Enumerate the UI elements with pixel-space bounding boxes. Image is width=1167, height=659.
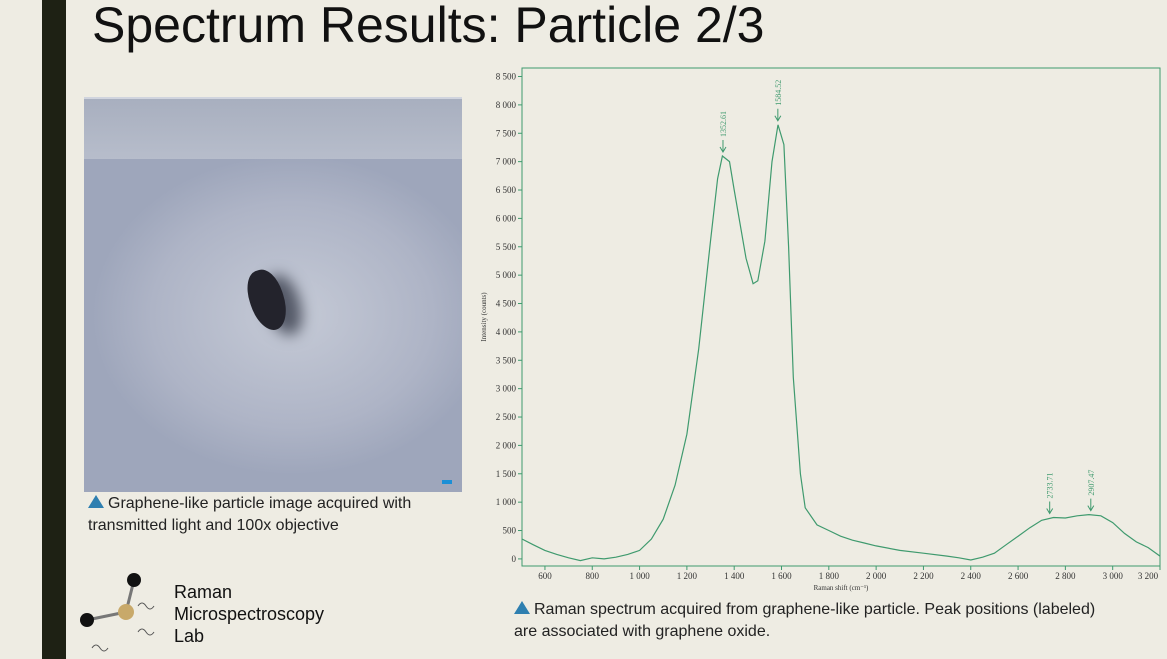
x-tick-label: 2 400 <box>961 571 982 581</box>
plot-frame <box>521 67 1161 567</box>
logo-line: Lab <box>174 626 205 646</box>
peak-label: 1584.52 <box>774 80 783 106</box>
y-tick-label: 500 <box>503 526 517 536</box>
logo-text: Raman Microspectroscopy Lab <box>174 581 324 647</box>
y-tick-label: 3 000 <box>496 384 517 394</box>
y-tick-label: 2 500 <box>496 412 517 422</box>
x-tick-label: 1 200 <box>677 571 698 581</box>
y-tick-label: 8 500 <box>496 72 517 82</box>
y-tick-label: 8 000 <box>496 100 517 110</box>
peak-label: 2733.71 <box>1046 472 1055 498</box>
x-tick-label: 2 800 <box>1055 571 1076 581</box>
peak-arrow <box>1087 498 1095 512</box>
x-tick-label: 600 <box>538 571 552 581</box>
y-tick-label: 3 500 <box>496 355 517 365</box>
y-tick-label: 6 000 <box>496 213 517 223</box>
slide-title: Spectrum Results: Particle 2/3 <box>92 0 765 53</box>
y-tick-label: 5 000 <box>496 270 517 280</box>
logo-line: Raman <box>174 582 233 602</box>
chart-caption: Raman spectrum acquired from graphene-li… <box>514 599 1114 643</box>
x-tick-label: 800 <box>586 571 600 581</box>
x-tick-label: 3 000 <box>1103 571 1124 581</box>
peak-label: 1352.61 <box>719 111 728 137</box>
peak-arrow <box>719 139 727 153</box>
logo-icon <box>80 573 155 652</box>
x-tick-label: 1 800 <box>819 571 840 581</box>
y-axis-label: Intensity (counts) <box>480 292 488 342</box>
y-tick-label: 5 500 <box>496 242 517 252</box>
peak-arrow <box>1046 501 1054 515</box>
y-tick-label: 4 500 <box>496 299 517 309</box>
y-tick-label: 1 500 <box>496 469 517 479</box>
y-tick-label: 6 500 <box>496 185 517 195</box>
y-tick-label: 4 000 <box>496 327 517 337</box>
x-tick-label: 1 600 <box>771 571 792 581</box>
peak-label: 2907.47 <box>1087 470 1096 496</box>
y-tick-label: 7 500 <box>496 128 517 138</box>
x-axis-label: Raman shift (cm⁻¹) <box>814 584 869 592</box>
x-tick-label: 3 200 <box>1138 571 1159 581</box>
logo-line: Microspectroscopy <box>174 604 325 624</box>
image-caption: Graphene-like particle image acquired wi… <box>88 493 458 537</box>
x-tick-label: 2 000 <box>866 571 887 581</box>
x-tick-label: 1 000 <box>629 571 650 581</box>
x-tick-label: 2 600 <box>1008 571 1029 581</box>
y-tick-label: 0 <box>512 554 517 564</box>
chart: 0 500 1 000 1 500 2 000 2 500 3 000 3 500 4 000 4… <box>480 67 1161 592</box>
spectrum-line <box>521 124 1161 562</box>
y-tick-label: 7 000 <box>496 157 517 167</box>
x-tick-label: 2 200 <box>913 571 934 581</box>
side-bar <box>42 0 66 659</box>
y-tick-label: 1 000 <box>496 497 517 507</box>
peak-arrow <box>774 108 782 122</box>
x-tick-label: 1 400 <box>724 571 745 581</box>
particle-image <box>84 97 462 492</box>
y-tick-label: 2 000 <box>496 440 517 450</box>
